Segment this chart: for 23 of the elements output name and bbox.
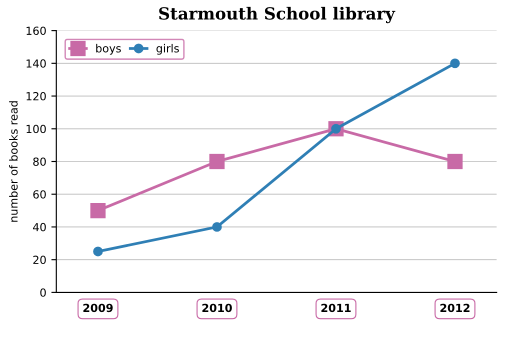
point <box>447 154 463 170</box>
point <box>209 154 225 170</box>
y-tick-label: 20 <box>33 256 46 264</box>
y-tick-label: 100 <box>26 124 46 134</box>
y-tick-label: 120 <box>26 92 46 100</box>
y-tick-label: 60 <box>33 190 46 199</box>
y-axis-title: number of books read <box>9 101 18 222</box>
y-tick-label: 40 <box>33 222 46 232</box>
point <box>450 58 460 68</box>
x-tick-label: 2009 <box>83 304 113 312</box>
y-tick-label: 160 <box>26 26 46 35</box>
legend-label: girls <box>156 44 179 55</box>
y-tick-label: 140 <box>26 59 46 68</box>
point <box>212 222 222 232</box>
x-tick-label: 2010 <box>202 304 232 312</box>
point <box>90 202 106 218</box>
chart-title: Starmouth School library <box>159 6 396 24</box>
x-tick-label: 2012 <box>440 304 470 312</box>
y-tick-label: 0 <box>40 288 46 297</box>
point <box>93 246 103 256</box>
y-tick-label: 80 <box>33 157 46 166</box>
legend-label: boys <box>96 44 121 55</box>
x-tick-label: 2011 <box>321 304 351 312</box>
